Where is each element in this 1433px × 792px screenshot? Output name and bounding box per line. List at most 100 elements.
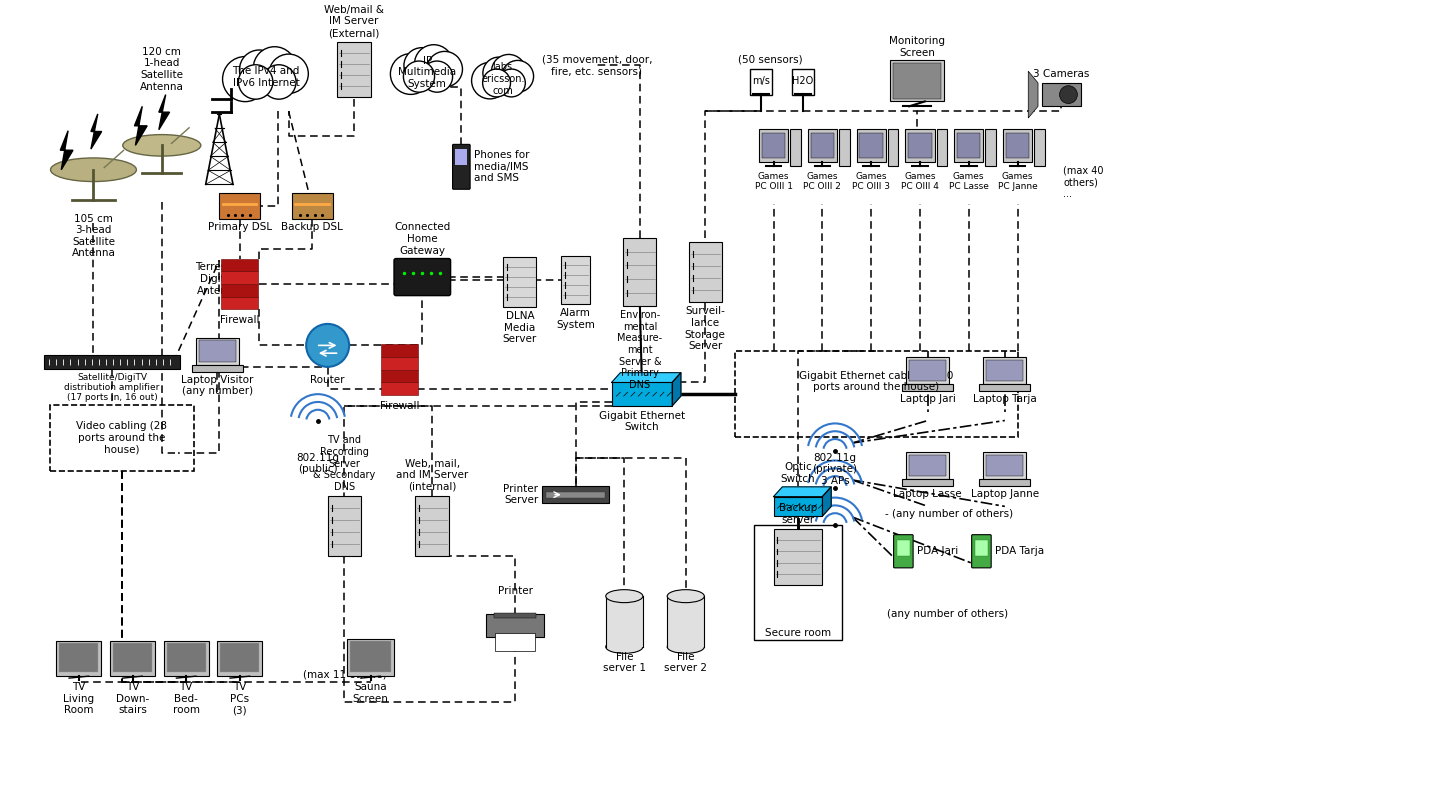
Text: Backup
server: Backup server [780,504,817,525]
FancyBboxPatch shape [897,540,910,556]
FancyBboxPatch shape [219,193,261,219]
Text: Games
PC OlII 1: Games PC OlII 1 [755,172,792,191]
Text: (any number of others): (any number of others) [887,609,1007,619]
Text: Terrestial
DigitTV
Antenna: Terrestial DigitTV Antenna [195,262,244,295]
FancyBboxPatch shape [754,525,841,640]
Text: - (any number of others): - (any number of others) [886,509,1013,520]
FancyBboxPatch shape [56,641,102,676]
FancyBboxPatch shape [221,284,258,296]
Circle shape [471,63,509,99]
FancyBboxPatch shape [221,296,258,309]
FancyBboxPatch shape [774,497,823,516]
Text: 105 cm
3-head
Satellite
Antenna: 105 cm 3-head Satellite Antenna [72,214,116,258]
FancyBboxPatch shape [811,132,834,158]
Circle shape [1059,86,1078,104]
Text: Optic
Switch: Optic Switch [781,463,815,484]
FancyBboxPatch shape [1006,132,1029,158]
FancyBboxPatch shape [890,60,944,101]
Polygon shape [774,487,831,497]
Text: Monitoring
Screen: Monitoring Screen [888,36,944,58]
FancyBboxPatch shape [503,257,536,307]
FancyBboxPatch shape [196,337,239,365]
FancyBboxPatch shape [291,193,332,219]
Text: Satellite/DigiTV
distribution amplifier
(17 ports in, 16 out): Satellite/DigiTV distribution amplifier … [64,373,159,402]
FancyBboxPatch shape [957,132,980,158]
Text: Environ-
mental
Measure-
ment
Server &
Primary
DNS: Environ- mental Measure- ment Server & P… [618,310,662,390]
Polygon shape [612,373,681,383]
FancyBboxPatch shape [937,129,947,166]
Text: Games
PC OlII 3: Games PC OlII 3 [853,172,890,191]
Text: 3 Cameras: 3 Cameras [1033,69,1089,79]
FancyBboxPatch shape [909,132,931,158]
FancyBboxPatch shape [1042,83,1080,106]
Circle shape [390,54,431,94]
FancyBboxPatch shape [347,639,394,676]
Text: Firewall: Firewall [221,315,259,326]
Text: Web/mail &
IM Server
(External): Web/mail & IM Server (External) [324,5,384,38]
FancyBboxPatch shape [903,479,953,485]
FancyBboxPatch shape [888,129,898,166]
Polygon shape [1029,71,1037,118]
FancyBboxPatch shape [986,455,1023,476]
Circle shape [404,48,440,83]
FancyBboxPatch shape [986,129,996,166]
Text: Gigabit Ethernet cabling (150
ports around the house): Gigabit Ethernet cabling (150 ports arou… [798,371,953,392]
Text: Router: Router [311,375,345,385]
Text: DLNA
Media
Server: DLNA Media Server [503,311,537,345]
FancyBboxPatch shape [906,357,949,384]
Text: Laptop Visitor
(any number): Laptop Visitor (any number) [181,375,254,396]
Text: Laptop Tarja: Laptop Tarja [973,394,1036,404]
FancyBboxPatch shape [893,63,941,98]
Ellipse shape [668,641,704,653]
Polygon shape [60,131,73,169]
Text: H2O: H2O [792,76,814,86]
Text: Connected
Home
Gateway: Connected Home Gateway [394,223,450,256]
FancyBboxPatch shape [394,258,450,295]
FancyBboxPatch shape [493,613,536,618]
Text: Alarm
System: Alarm System [556,308,595,330]
FancyBboxPatch shape [860,132,883,158]
Text: Games
PC OlII 2: Games PC OlII 2 [804,172,841,191]
FancyBboxPatch shape [986,360,1023,382]
FancyBboxPatch shape [43,355,181,369]
FancyBboxPatch shape [456,149,467,165]
FancyBboxPatch shape [790,129,801,166]
FancyBboxPatch shape [762,132,785,158]
FancyBboxPatch shape [759,129,788,162]
FancyBboxPatch shape [486,614,545,637]
Text: Firewall: Firewall [380,401,420,411]
Text: File
server 1: File server 1 [603,652,646,673]
Text: Backup DSL: Backup DSL [281,223,342,232]
FancyBboxPatch shape [792,69,814,94]
Ellipse shape [50,158,136,181]
FancyBboxPatch shape [909,455,946,476]
Ellipse shape [606,590,643,603]
FancyBboxPatch shape [808,129,837,162]
FancyBboxPatch shape [113,643,152,672]
FancyBboxPatch shape [110,641,155,676]
FancyBboxPatch shape [894,535,913,568]
FancyBboxPatch shape [496,634,535,651]
Text: TV
Living
Room: TV Living Room [63,682,95,715]
FancyBboxPatch shape [972,535,992,568]
Text: The IPv4 and
IPv6 Internet: The IPv4 and IPv6 Internet [232,67,299,88]
Circle shape [404,61,434,92]
Circle shape [254,47,297,89]
Text: Fiber: Fiber [785,535,811,546]
FancyBboxPatch shape [954,129,983,162]
Text: File
server 2: File server 2 [665,652,708,673]
Text: Sauna
Screen: Sauna Screen [353,682,388,703]
Text: Games
PC Janne: Games PC Janne [997,172,1037,191]
FancyBboxPatch shape [199,341,236,362]
Circle shape [238,65,272,99]
Text: 802.11g
(public): 802.11g (public) [297,453,340,474]
FancyBboxPatch shape [350,641,391,672]
Text: (max 11 others): (max 11 others) [304,669,387,680]
Circle shape [307,324,350,367]
FancyBboxPatch shape [983,451,1026,479]
Text: Laptop Jari: Laptop Jari [900,394,956,404]
FancyBboxPatch shape [221,258,258,271]
Polygon shape [823,487,831,516]
Circle shape [421,61,453,92]
Text: Surveil-
lance
Storage
Server: Surveil- lance Storage Server [685,307,725,351]
